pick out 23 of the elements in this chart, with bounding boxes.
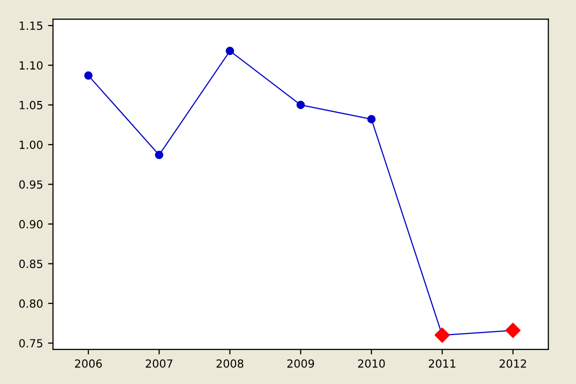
x-tick-label: 2009: [287, 359, 314, 368]
x-tick-label: 2010: [358, 359, 385, 368]
x-tick-label: 2007: [146, 359, 172, 368]
point: [505, 322, 521, 338]
y-tick-label: 1.15: [20, 22, 42, 30]
y-tick-label: 0.75: [19, 339, 42, 348]
y-tick-label: 0.90: [19, 220, 43, 228]
y-tick-label: 0.80: [19, 299, 43, 308]
y-tick-label: 1.05: [20, 100, 42, 110]
y-tick-label: 1.00: [20, 140, 43, 150]
point: [434, 328, 450, 343]
x-tick-label: 2012: [500, 359, 526, 368]
point: [296, 100, 305, 110]
point: [154, 150, 164, 160]
x-tick-label: 2008: [216, 359, 244, 368]
x-tick-label: 2006: [75, 359, 102, 368]
y-tick-label: 0.95: [19, 180, 42, 189]
point: [226, 46, 234, 56]
point: [367, 115, 376, 124]
y-tick-label: 1.10: [20, 61, 43, 70]
x-tick-label: 2011: [428, 359, 456, 368]
y-tick-label: 0.85: [19, 260, 42, 268]
point: [84, 71, 93, 80]
